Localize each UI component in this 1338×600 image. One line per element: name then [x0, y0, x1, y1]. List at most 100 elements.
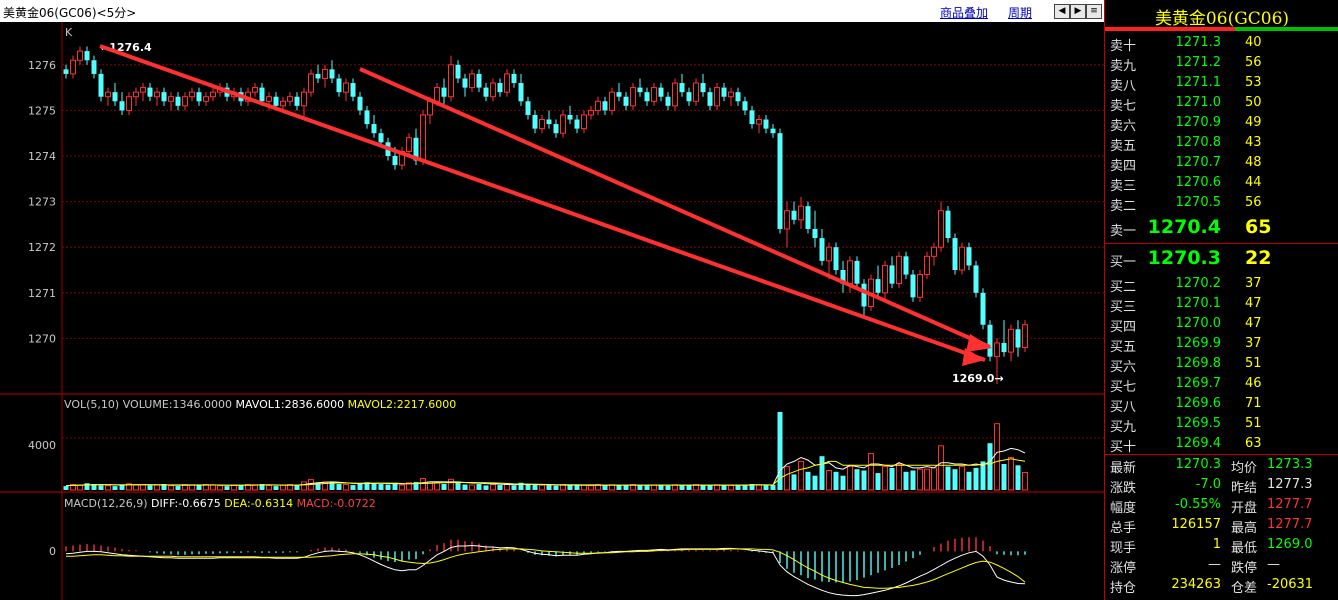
- bid-row-price: 1269.7: [1175, 376, 1222, 391]
- candle-body: [105, 91, 111, 98]
- volume-bar: [217, 485, 223, 491]
- prev-button[interactable]: ◀: [1054, 4, 1070, 19]
- ask-row[interactable]: 卖九 1271.2 56: [1105, 54, 1338, 74]
- volume-bar: [735, 485, 741, 490]
- volume-bar: [581, 484, 587, 491]
- volume-bar: [1015, 465, 1021, 490]
- candle-body: [91, 60, 97, 74]
- candle-body: [609, 91, 615, 111]
- volume-bar: [847, 466, 853, 491]
- volume-bar: [378, 484, 384, 490]
- next-button[interactable]: ▶: [1070, 4, 1086, 19]
- candle-body: [455, 64, 461, 79]
- bid-row-price: 1270.2: [1175, 276, 1222, 291]
- bid-row[interactable]: 买十 1269.4 63: [1105, 435, 1338, 455]
- bid-1-row[interactable]: 买一 1270.3 22: [1105, 247, 1338, 270]
- volume-bar: [938, 445, 944, 491]
- volume-bar: [770, 485, 776, 490]
- bid-row[interactable]: 买三 1270.1 47: [1105, 295, 1338, 315]
- candle-body: [847, 260, 853, 285]
- ask-row-price: 1270.8: [1175, 135, 1222, 150]
- volume-bar: [644, 485, 650, 490]
- candle-body: [287, 96, 293, 102]
- bid-row[interactable]: 买六 1269.8 51: [1105, 355, 1338, 375]
- volume-bar: [448, 478, 454, 491]
- volume-bar: [651, 484, 657, 491]
- candle-body: [833, 247, 839, 270]
- menu-button[interactable]: ≡: [1086, 4, 1102, 19]
- ask-1-row[interactable]: 卖一 1270.4 65: [1105, 216, 1338, 239]
- candle-body: [945, 210, 951, 239]
- ask-row[interactable]: 卖二 1270.5 56: [1105, 194, 1338, 214]
- candle-body: [252, 87, 258, 93]
- volume-bar: [259, 484, 265, 490]
- volume-bar: [742, 484, 748, 490]
- ask-row[interactable]: 卖三 1270.6 44: [1105, 174, 1338, 194]
- stats-divider: [1105, 454, 1338, 455]
- volume-bar: [238, 485, 244, 490]
- candle-body: [357, 96, 363, 111]
- candle-body: [462, 78, 468, 88]
- volume-bar: [497, 485, 503, 490]
- ask-row[interactable]: 卖六 1270.9 49: [1105, 114, 1338, 134]
- chart-title: 美黄金06(GC06)<5分>: [3, 6, 137, 20]
- stat-l1: 最新: [1110, 461, 1137, 476]
- volume-bar: [336, 484, 342, 490]
- price-markers: ←1276.4 1269.0→: [100, 41, 1004, 385]
- bid-row-label: 买六: [1110, 360, 1137, 375]
- ask-row[interactable]: 卖五 1270.8 43: [1105, 134, 1338, 154]
- candle-body: [301, 91, 307, 107]
- candle-body: [840, 270, 846, 284]
- volume-bar: [189, 484, 195, 491]
- volume-bar: [854, 469, 860, 490]
- ask-row[interactable]: 卖十 1271.3 40: [1105, 34, 1338, 54]
- ask-row[interactable]: 卖七 1271.0 50: [1105, 94, 1338, 114]
- period-link[interactable]: 周期: [1008, 6, 1033, 20]
- mavol2-line: [65, 458, 1026, 487]
- ask-row[interactable]: 卖八 1271.1 53: [1105, 74, 1338, 94]
- bid-row[interactable]: 买二 1270.2 37: [1105, 275, 1338, 295]
- bid-row[interactable]: 买四 1270.0 47: [1105, 315, 1338, 335]
- volume-bar: [602, 485, 608, 490]
- bid-row[interactable]: 买九 1269.5 51: [1105, 415, 1338, 435]
- stat-v2: —: [1267, 557, 1280, 572]
- volume-bar: [210, 484, 216, 491]
- candle-body: [70, 59, 76, 75]
- candle-body: [854, 260, 860, 284]
- stat-l1: 总手: [1110, 521, 1137, 536]
- ask-row[interactable]: 卖四 1270.7 48: [1105, 154, 1338, 174]
- ask-row-volume: 40: [1245, 35, 1262, 50]
- candle-body: [700, 83, 706, 93]
- k-label: K: [65, 26, 73, 39]
- candle-body: [749, 110, 755, 125]
- candle-body: [154, 91, 160, 98]
- volume-bar: [812, 475, 818, 490]
- volume-bar: [819, 456, 825, 490]
- bid-row[interactable]: 买七 1269.7 46: [1105, 375, 1338, 395]
- stat-l2: 昨结: [1231, 481, 1258, 496]
- candle-body: [133, 91, 139, 98]
- candle-body: [98, 73, 104, 97]
- ask-row-label: 卖四: [1110, 159, 1137, 174]
- volume-bar: [84, 483, 90, 490]
- bid-row-volume: 46: [1245, 376, 1262, 391]
- candle-body: [525, 101, 531, 115]
- candle-body: [329, 69, 335, 79]
- stat-l2: 跌停: [1231, 561, 1258, 576]
- candle-body: [420, 114, 426, 162]
- candle-body: [567, 114, 573, 120]
- candle-body: [581, 114, 587, 130]
- candle-body: [378, 133, 384, 143]
- bid-row[interactable]: 买五 1269.9 37: [1105, 335, 1338, 355]
- trend-arrow-long: [99, 44, 986, 362]
- bid-row[interactable]: 买八 1269.6 71: [1105, 395, 1338, 415]
- volume-bar: [294, 485, 300, 490]
- overlay-link[interactable]: 商品叠加: [940, 6, 989, 20]
- bid-row-volume: 51: [1245, 356, 1262, 371]
- trend-arrow-long-head: [962, 348, 985, 366]
- stat-l2: 最低: [1231, 541, 1258, 556]
- ask-row-volume: 56: [1245, 195, 1262, 210]
- volume-bar: [686, 485, 692, 490]
- candle-body: [560, 114, 566, 134]
- candle-body: [112, 92, 118, 102]
